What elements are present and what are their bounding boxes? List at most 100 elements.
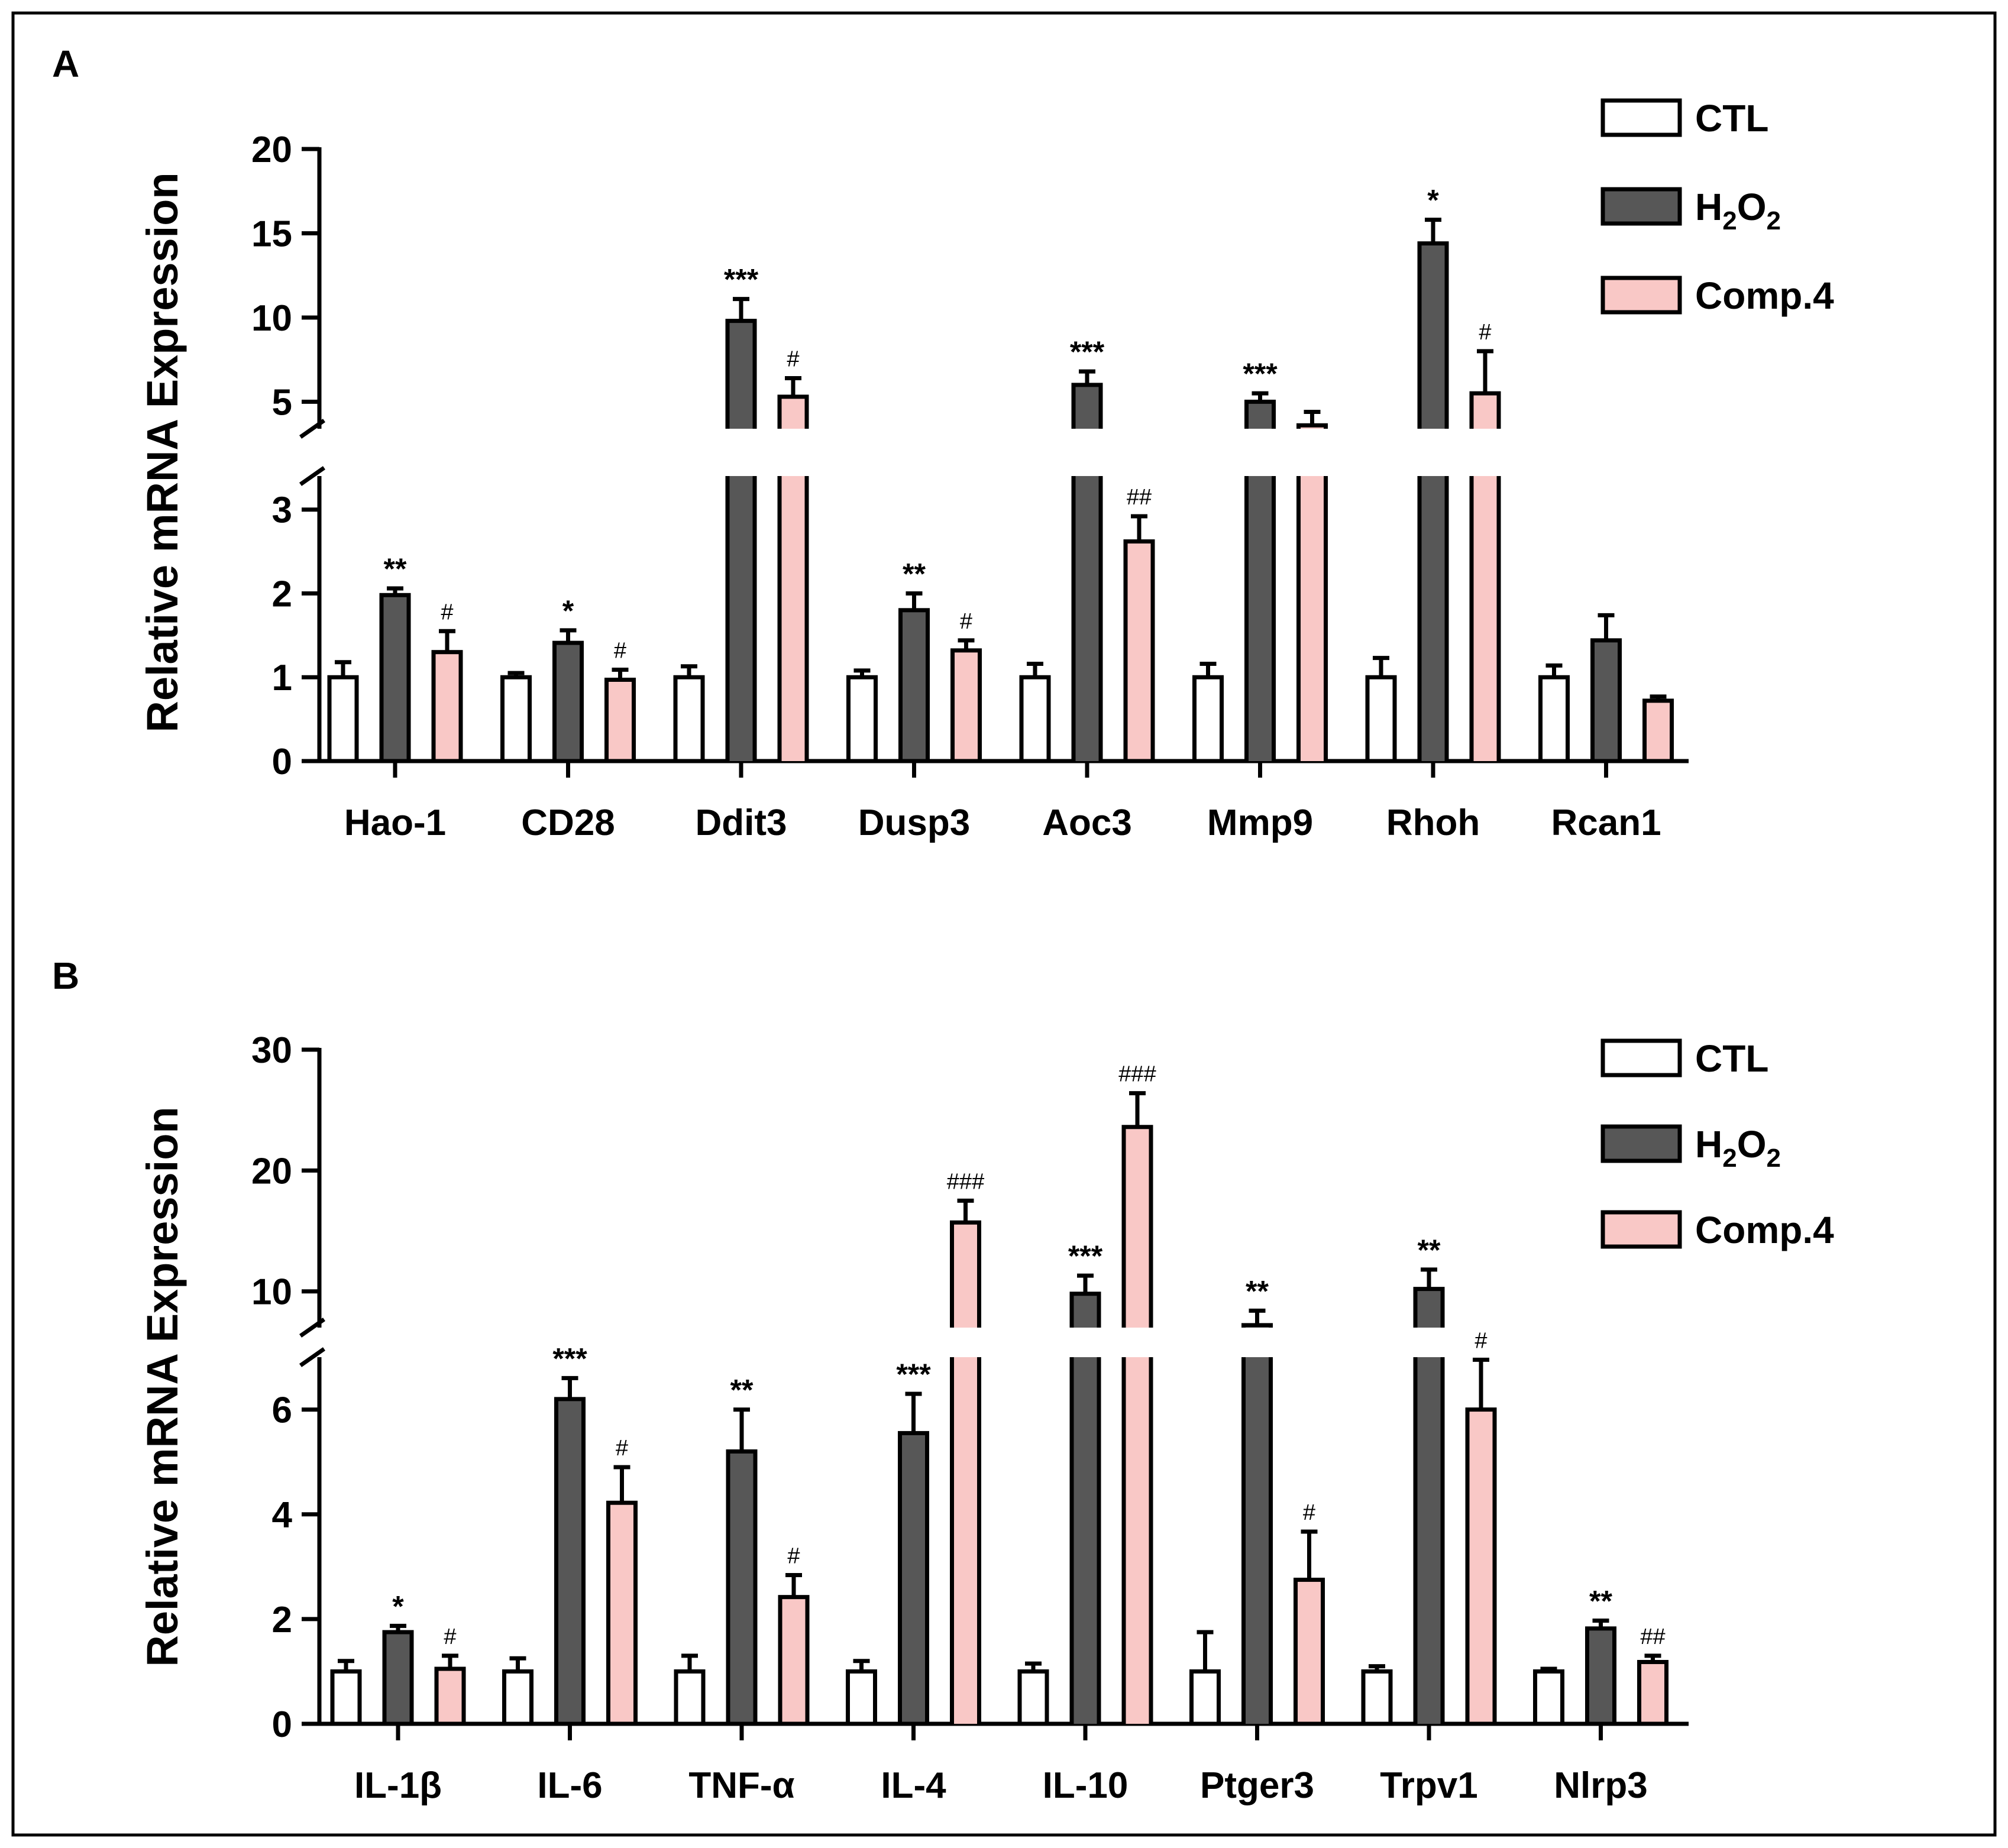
bar-outline-lower <box>725 476 757 761</box>
significance-label: ** <box>1418 1234 1441 1267</box>
y-tick-label: 2 <box>272 1600 292 1640</box>
legend-item-comp4: Comp.4 <box>1600 274 1834 317</box>
bar-outline-upper <box>1071 383 1103 429</box>
y-tick-label: 0 <box>272 1704 292 1745</box>
axis-break-mark <box>299 466 326 486</box>
bar-rect <box>1585 1626 1616 1726</box>
bar-h2o2-5 <box>1241 1323 1273 1724</box>
bar-outline-upper <box>1469 391 1501 429</box>
bar-ctl-5 <box>1189 1669 1221 1726</box>
legend-label-text: CTL <box>1695 97 1768 140</box>
bar-comp4-6 <box>1469 391 1501 761</box>
significance-label: *** <box>552 1342 587 1375</box>
bar-rect <box>846 675 878 763</box>
legend-label: CTL <box>1695 97 1768 140</box>
bar-ctl-4 <box>1017 1669 1049 1726</box>
x-tick-label: Mmp9 <box>1207 802 1313 843</box>
bar-fill-upper <box>780 396 807 429</box>
bar-comp4-2 <box>778 1595 810 1726</box>
x-tick-label: Dusp3 <box>858 802 970 843</box>
significance-label: ### <box>947 1169 984 1194</box>
y-tick-label: 6 <box>272 1390 292 1431</box>
bar-comp4-5 <box>1296 423 1328 761</box>
bar-outline-upper <box>1413 1287 1445 1328</box>
bar-comp4-3 <box>950 1220 981 1724</box>
legend-label-subscript: 2 <box>1766 1144 1780 1173</box>
x-tick-label: Nlrp3 <box>1554 1765 1647 1806</box>
legend-label-subscript: 2 <box>1722 1144 1737 1173</box>
bar-outline-lower <box>1469 476 1501 761</box>
y-tick-label: 0 <box>272 742 292 782</box>
significance-label: * <box>562 594 574 627</box>
significance-label: # <box>787 1543 800 1568</box>
bar-rect <box>778 1595 810 1726</box>
bar-rect <box>726 1449 758 1726</box>
legend-label: Comp.4 <box>1695 274 1834 317</box>
legend-label-text: O <box>1737 1123 1767 1166</box>
x-tick-label: IL-1β <box>354 1765 442 1806</box>
significance-label: ### <box>1118 1062 1156 1087</box>
significance-label: * <box>1427 184 1439 217</box>
bar-rect <box>1365 675 1397 763</box>
bar-rect <box>382 1630 414 1726</box>
bar-h2o2-0 <box>379 593 411 763</box>
x-tick-label: Rcan1 <box>1551 802 1661 843</box>
bar-rect <box>434 1666 466 1726</box>
bar-h2o2-6 <box>1413 1287 1445 1724</box>
bar-outline-lower <box>950 1357 981 1724</box>
significance-label: *** <box>1243 357 1278 390</box>
bar-fill-lower <box>727 476 755 761</box>
bar-h2o2-7 <box>1585 1626 1616 1726</box>
significance-label: ** <box>730 1374 754 1407</box>
bar-ctl-6 <box>1361 1669 1393 1726</box>
bar-rect <box>327 675 359 763</box>
y-tick-label: 10 <box>251 298 292 339</box>
bar-rect <box>1192 675 1224 763</box>
bar-fill-upper <box>1072 1293 1099 1328</box>
significance-label: ## <box>1127 485 1152 510</box>
bar-fill-lower <box>1419 476 1447 761</box>
significance-label: # <box>441 600 453 624</box>
bar-rect <box>1189 1669 1221 1726</box>
bar-ctl-4 <box>1019 675 1051 763</box>
bar-fill-upper <box>727 321 755 429</box>
bar-h2o2-6 <box>1417 241 1449 761</box>
legend-label-text: H <box>1695 1123 1722 1166</box>
legend-label-subscript: 2 <box>1766 206 1780 235</box>
bar-rect <box>1590 638 1622 763</box>
legend-label-subscript: 2 <box>1722 206 1737 235</box>
bar-ctl-1 <box>502 1669 533 1726</box>
x-tick-label: Trpv1 <box>1380 1765 1477 1806</box>
y-tick-label: 2 <box>272 574 292 614</box>
panel-label: A <box>52 43 79 85</box>
bar-comp4-0 <box>431 650 463 763</box>
bar-rect <box>500 675 532 763</box>
axis-break-mark <box>299 1318 326 1338</box>
bar-h2o2-0 <box>382 1630 414 1726</box>
bar-fill-upper <box>952 1222 979 1328</box>
significance-label: * <box>392 1590 404 1623</box>
bar-ctl-0 <box>330 1669 362 1726</box>
bar-rect <box>1465 1407 1497 1726</box>
bar-h2o2-1 <box>552 640 584 763</box>
bar-fill-lower <box>1072 1357 1099 1724</box>
bar-h2o2-4 <box>1069 1292 1101 1724</box>
bar-rect <box>1294 1577 1325 1726</box>
bar-rect <box>846 1669 877 1726</box>
bar-fill-upper <box>1246 402 1274 429</box>
bar-outline-lower <box>1069 1357 1101 1724</box>
bar-comp4-4 <box>1121 1125 1153 1724</box>
bar-comp4-2 <box>777 394 809 761</box>
bar-h2o2-3 <box>898 1430 929 1726</box>
bar-fill-lower <box>1472 476 1499 761</box>
bar-outline-lower <box>1296 476 1328 761</box>
y-tick-label: 5 <box>272 382 292 423</box>
legend-swatch <box>1600 276 1682 315</box>
bar-rect <box>950 648 982 763</box>
bar-outline-lower <box>1121 1357 1153 1724</box>
bar-comp4-5 <box>1294 1577 1325 1726</box>
legend-item-ctl: CTL <box>1600 97 1768 140</box>
significance-label: # <box>1303 1500 1315 1525</box>
bar-ctl-7 <box>1533 1669 1564 1726</box>
